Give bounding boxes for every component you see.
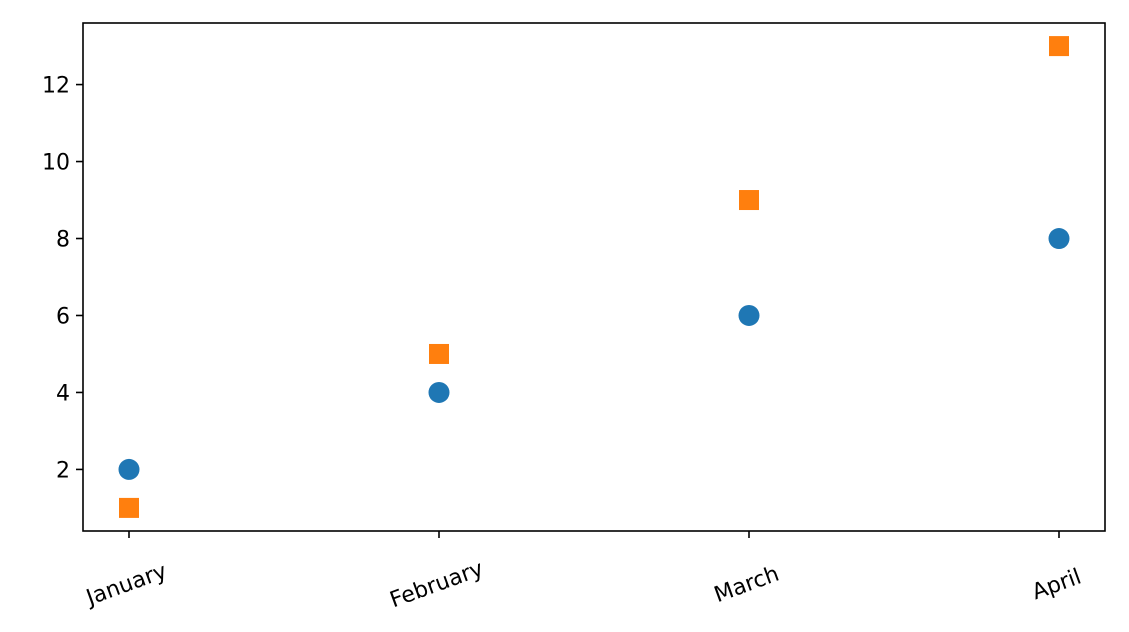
series-1-circle-marker xyxy=(118,458,140,480)
x-tick-label: January xyxy=(81,559,170,612)
y-tick-label: 2 xyxy=(56,458,70,483)
series-2-square-marker xyxy=(739,190,759,211)
y-tick-label: 6 xyxy=(56,304,70,329)
series-1-circle-marker xyxy=(738,304,760,326)
x-tick-label: April xyxy=(1029,565,1085,606)
series-2-square-marker xyxy=(429,343,449,364)
x-tick-label: March xyxy=(711,562,783,608)
y-tick-label: 10 xyxy=(42,151,70,176)
y-tick-label: 8 xyxy=(56,228,70,253)
series-1-circle-marker xyxy=(1048,228,1070,250)
plot-area-frame xyxy=(82,22,1106,532)
y-tick-label: 4 xyxy=(56,381,70,406)
y-tick-label: 12 xyxy=(42,74,70,99)
series-1-circle-marker xyxy=(428,381,450,403)
x-axis: January February March April xyxy=(81,531,1085,613)
series-2-square-marker xyxy=(1049,36,1069,57)
series-2-square-marker xyxy=(119,497,139,518)
data-markers xyxy=(118,36,1070,518)
y-axis: 2 4 6 8 10 12 xyxy=(42,74,83,483)
x-tick-label: February xyxy=(387,556,487,613)
